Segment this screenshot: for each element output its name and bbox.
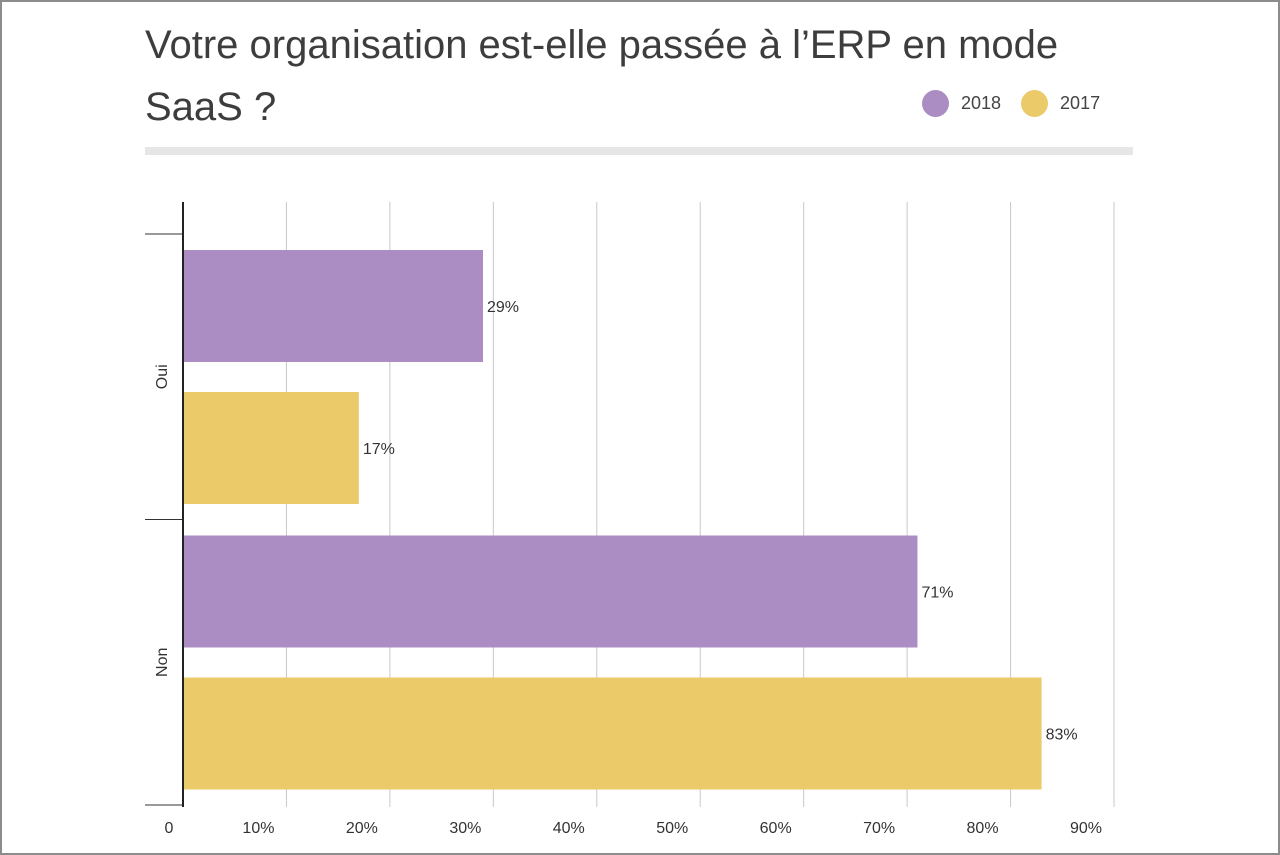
x-tick-label: 70% <box>863 820 895 837</box>
x-tick-label: 50% <box>656 820 688 837</box>
data-label-non-2018: 71% <box>921 585 953 602</box>
bar-oui-2017 <box>183 392 359 504</box>
data-label-oui-2018: 29% <box>487 299 519 316</box>
category-label-oui: Oui <box>154 364 171 389</box>
bar-non-2018 <box>183 535 918 648</box>
chart-title: Votre organisation est-elle passée à l’E… <box>145 23 1059 129</box>
x-tick-label: 40% <box>553 820 585 837</box>
x-tick-label: 80% <box>967 820 999 837</box>
chart-legend: 2018 2017 <box>922 90 1120 117</box>
x-tick-label: 60% <box>760 820 792 837</box>
bar-non-2017 <box>183 677 1042 790</box>
data-label-non-2017: 83% <box>1046 727 1078 744</box>
legend-swatch-2018 <box>922 90 949 117</box>
title-divider <box>145 147 1133 155</box>
legend-item-2018: 2018 <box>922 90 1001 117</box>
category-label-non: Non <box>154 648 171 677</box>
x-tick-label: 10% <box>242 820 274 837</box>
data-label-oui-2017: 17% <box>363 441 395 458</box>
legend-item-2017: 2017 <box>1021 90 1100 117</box>
legend-label-2017: 2017 <box>1060 93 1101 113</box>
bar-oui-2018 <box>183 250 483 362</box>
x-tick-label: 30% <box>449 820 481 837</box>
legend-label-2018: 2018 <box>961 93 1002 113</box>
x-tick-label: 90% <box>1070 820 1102 837</box>
x-tick-label: 20% <box>346 820 378 837</box>
x-tick-label: 0 <box>165 820 174 837</box>
legend-swatch-2017 <box>1021 90 1049 117</box>
